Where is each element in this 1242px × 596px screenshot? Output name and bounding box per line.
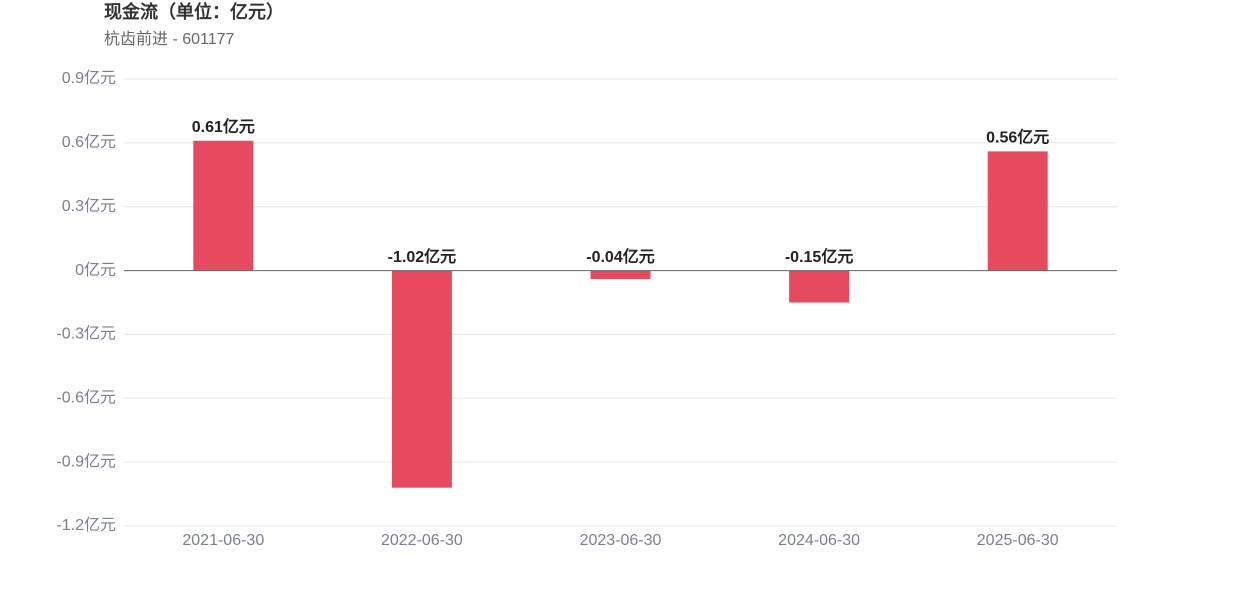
data-label: -0.15亿元 <box>785 247 853 266</box>
bar <box>193 140 254 271</box>
y-tick-label: -0.9亿元 <box>56 452 116 470</box>
x-tick-label: 2024-06-30 <box>778 532 860 549</box>
y-tick-label: 0.6亿元 <box>62 133 116 151</box>
y-tick-label: -0.3亿元 <box>56 325 116 343</box>
y-tick-label: -1.2亿元 <box>56 516 116 534</box>
x-tick-label: 2023-06-30 <box>580 532 662 549</box>
bar <box>590 270 651 280</box>
y-tick-label: 0.9亿元 <box>62 69 116 87</box>
chart-subtitle: 杭齿前进 - 601177 <box>104 30 235 48</box>
bar <box>987 151 1048 271</box>
x-tick-label: 2025-06-30 <box>977 532 1059 549</box>
data-label: -1.02亿元 <box>388 247 456 266</box>
y-tick-label: -0.6亿元 <box>56 389 116 407</box>
x-tick-label: 2022-06-30 <box>381 532 463 549</box>
chart-title: 现金流（单位：亿元） <box>104 1 284 22</box>
bar <box>391 270 452 488</box>
bar <box>789 270 850 303</box>
data-label: 0.56亿元 <box>986 128 1049 147</box>
y-tick-label: 0亿元 <box>75 261 116 279</box>
data-label: -0.04亿元 <box>586 247 654 266</box>
x-tick-label: 2021-06-30 <box>182 532 264 549</box>
data-label: 0.61亿元 <box>192 117 255 136</box>
y-tick-label: 0.3亿元 <box>62 197 116 215</box>
